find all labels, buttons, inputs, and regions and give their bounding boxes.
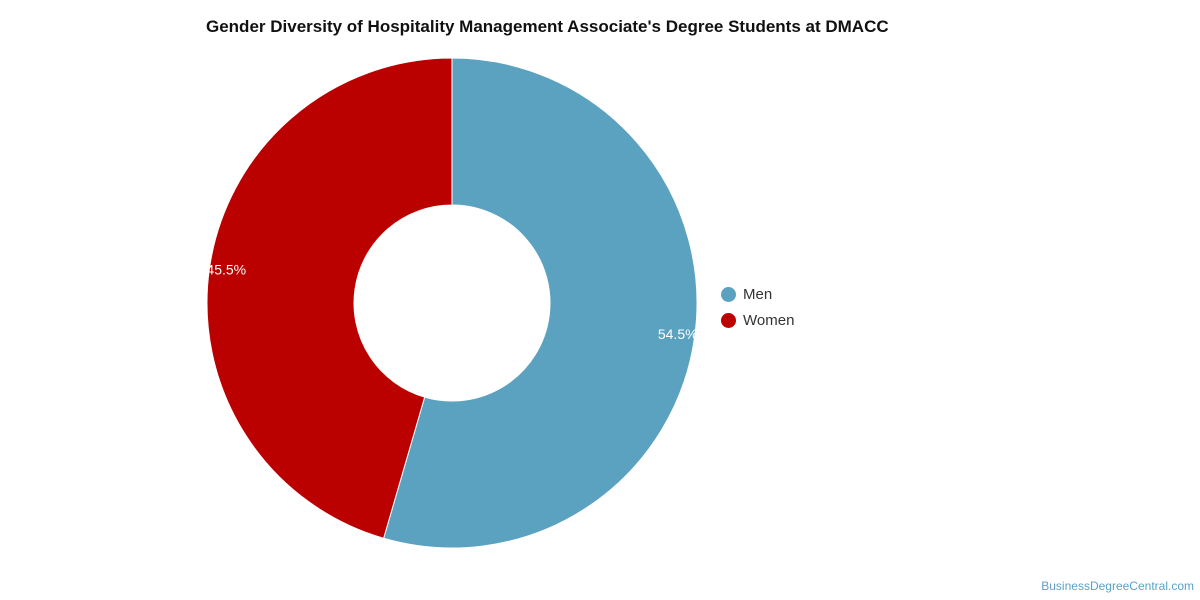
legend-item-women[interactable]: Women (721, 307, 794, 333)
legend-swatch-men (721, 286, 736, 302)
legend-label-men: Men (743, 285, 773, 303)
chart-title: Gender Diversity of Hospitality Manageme… (206, 17, 889, 36)
slice-women[interactable] (206, 57, 453, 539)
legend-label-women: Women (743, 311, 795, 329)
slice-label-women: 45.5% (206, 262, 246, 278)
legend-item-men[interactable]: Men (721, 281, 794, 307)
slice-men[interactable] (383, 57, 698, 549)
legend: Men Women (721, 281, 794, 333)
slice-label-men: 54.5% (658, 326, 698, 342)
watermark: BusinessDegreeCentral.com (1041, 579, 1194, 593)
legend-swatch-women (721, 312, 736, 328)
